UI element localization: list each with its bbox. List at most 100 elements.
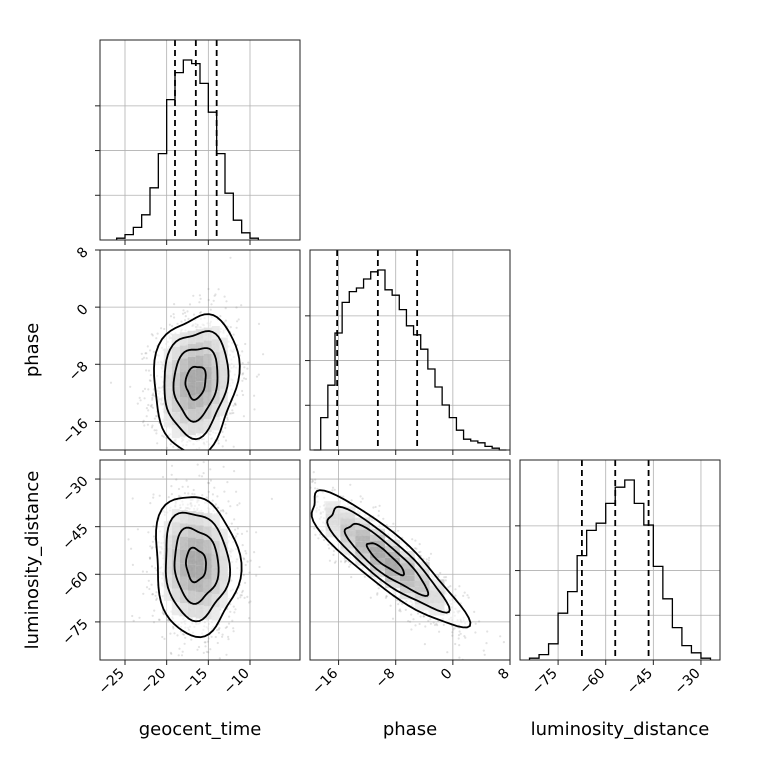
sample-point bbox=[241, 362, 244, 365]
contour-level bbox=[343, 522, 430, 597]
sample-point bbox=[241, 350, 244, 353]
sample-point bbox=[418, 543, 421, 546]
sample-point bbox=[232, 627, 235, 630]
sample-point bbox=[201, 494, 204, 497]
sample-point bbox=[419, 550, 422, 553]
sample-point bbox=[427, 559, 430, 562]
sample-point bbox=[466, 594, 469, 597]
sample-point bbox=[243, 377, 246, 380]
sample-point bbox=[219, 315, 222, 318]
sample-point bbox=[244, 549, 247, 553]
sample-point bbox=[190, 638, 193, 641]
sample-point bbox=[242, 415, 245, 418]
sample-point bbox=[147, 409, 150, 412]
sample-point bbox=[205, 496, 208, 499]
sample-point bbox=[147, 531, 150, 534]
sample-point bbox=[151, 406, 155, 409]
sample-point bbox=[152, 535, 156, 538]
sample-point bbox=[286, 466, 288, 468]
sample-point bbox=[222, 465, 225, 468]
sample-point bbox=[192, 313, 196, 316]
hist-panel-phase bbox=[305, 249, 511, 451]
sample-point bbox=[181, 650, 184, 653]
sample-point bbox=[280, 484, 282, 486]
sample-point bbox=[454, 642, 457, 646]
sample-point bbox=[151, 398, 154, 401]
y-tick-label: −8 bbox=[66, 359, 92, 385]
sample-point bbox=[214, 455, 216, 457]
sample-point bbox=[224, 426, 227, 429]
sample-point bbox=[262, 353, 265, 356]
sample-point bbox=[161, 611, 164, 614]
sample-point bbox=[167, 618, 170, 622]
sample-point bbox=[473, 610, 476, 614]
sample-point bbox=[242, 372, 245, 375]
sample-point bbox=[202, 651, 205, 655]
sample-point bbox=[225, 512, 228, 515]
contour-level bbox=[155, 496, 243, 639]
panel-frame bbox=[99, 39, 301, 241]
sample-point bbox=[181, 312, 185, 315]
sample-point bbox=[283, 492, 285, 494]
sample-point bbox=[246, 595, 249, 599]
sample-point bbox=[227, 635, 230, 639]
sample-point bbox=[453, 627, 456, 630]
sample-point bbox=[427, 619, 430, 622]
sample-point bbox=[247, 361, 250, 364]
sample-point bbox=[443, 576, 446, 579]
y-tick-label: −60 bbox=[59, 569, 91, 601]
sample-point bbox=[217, 288, 220, 291]
sample-point bbox=[144, 352, 147, 355]
sample-point bbox=[165, 446, 168, 449]
sample-point bbox=[432, 621, 435, 624]
sample-point bbox=[187, 317, 190, 320]
sample-point bbox=[454, 594, 457, 597]
sample-point bbox=[447, 586, 450, 589]
sample-point bbox=[384, 596, 387, 600]
sample-point bbox=[187, 492, 190, 495]
sample-point bbox=[392, 522, 395, 525]
sample-point bbox=[305, 509, 307, 511]
sample-point bbox=[130, 547, 133, 550]
sample-point bbox=[378, 504, 381, 507]
sample-point bbox=[298, 503, 300, 505]
sample-point bbox=[322, 538, 326, 542]
sample-point bbox=[145, 586, 149, 589]
sample-point bbox=[151, 546, 154, 549]
sample-point bbox=[152, 493, 155, 496]
sample-point bbox=[268, 451, 270, 453]
sample-point bbox=[385, 595, 388, 598]
sample-point bbox=[422, 615, 425, 618]
sample-point bbox=[147, 369, 151, 372]
sample-point bbox=[436, 624, 439, 627]
sample-point bbox=[156, 332, 159, 335]
sample-point bbox=[304, 495, 306, 497]
sample-point bbox=[168, 323, 171, 326]
sample-point bbox=[162, 612, 165, 615]
sample-point bbox=[359, 500, 362, 503]
sample-point bbox=[155, 597, 158, 600]
sample-point bbox=[240, 304, 243, 307]
contour-level bbox=[172, 347, 219, 423]
contour-level bbox=[184, 546, 207, 584]
x-axis-label: luminosity_distance bbox=[531, 719, 710, 740]
sample-point bbox=[208, 482, 211, 485]
sample-point bbox=[485, 642, 488, 645]
sample-point bbox=[172, 313, 175, 316]
sample-point bbox=[151, 614, 154, 617]
sample-point bbox=[350, 576, 353, 579]
sample-point bbox=[149, 556, 152, 560]
sample-point bbox=[257, 373, 260, 376]
sample-point bbox=[350, 499, 353, 502]
panel-frame bbox=[99, 249, 301, 451]
sample-point bbox=[258, 565, 261, 569]
sample-point bbox=[152, 525, 155, 528]
sample-point bbox=[214, 635, 217, 639]
sample-point bbox=[214, 467, 216, 469]
sample-point bbox=[451, 634, 454, 637]
sample-point bbox=[334, 560, 337, 563]
sample-point bbox=[226, 418, 229, 421]
sample-point bbox=[227, 500, 230, 503]
sample-point bbox=[129, 385, 132, 388]
histogram-geocent_time bbox=[116, 59, 259, 240]
